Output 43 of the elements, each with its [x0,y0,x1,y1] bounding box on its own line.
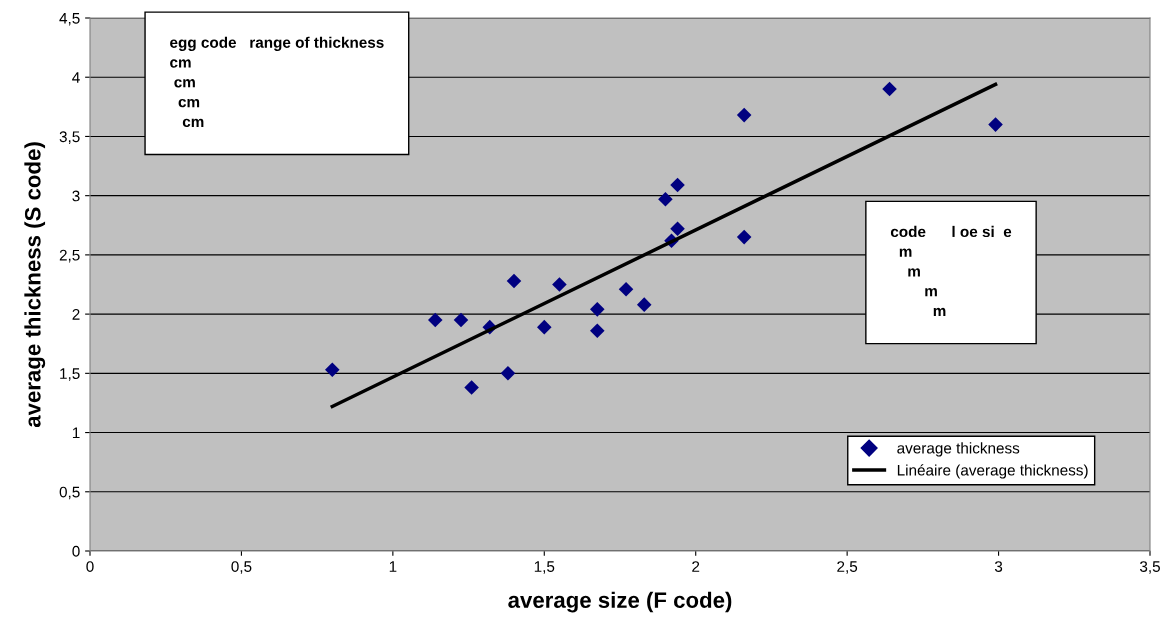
point [736,229,752,245]
legend-label: Linéaire (average thickness) [897,464,1088,479]
y-axis-title: average thickness (S code) [24,142,46,428]
point [882,81,897,97]
x-axis-title: average size (F code) [508,591,732,613]
point [590,323,605,338]
x-tick-label: 2,5 [837,561,858,574]
point [658,191,673,207]
y-tick-label: 0,5 [59,486,80,500]
x-tick-label: 1,5 [534,561,555,574]
point [590,302,605,317]
y-tick-label: 2 [72,308,80,320]
y-tick-label: 0 [72,545,80,557]
y-tick-label: 4 [72,72,80,83]
point [736,107,752,123]
y-tick-label: 2,5 [59,249,80,263]
point [500,366,516,381]
x-tick-label: 0 [86,561,94,572]
point [670,177,685,193]
point [506,273,522,289]
annotation: egg code range of thickness cm cm cm cm [170,36,384,128]
y-tick-label: 1,5 [60,368,80,381]
x-tick-label: 1 [389,561,397,572]
point [670,221,685,237]
x-tick-label: 0,5 [231,561,252,574]
legend-label: average thickness [897,442,1020,457]
y-tick-label: 3 [72,190,80,202]
y-tick-label: 3,5 [59,131,80,144]
x-tick-label: 3 [994,561,1003,572]
annotation: code l oe si e m m m m [890,225,1012,317]
point [988,117,1003,132]
point [427,312,443,328]
x-tick-label: 2 [692,561,700,572]
point [325,362,340,378]
point [537,319,552,335]
point [552,277,567,292]
point [453,312,469,328]
x-tick-label: 3,5 [1139,561,1160,574]
point [636,297,652,312]
point [464,380,479,395]
y-tick-label: 4,5 [59,13,80,26]
point [618,281,634,297]
y-tick-label: 1 [72,427,80,439]
